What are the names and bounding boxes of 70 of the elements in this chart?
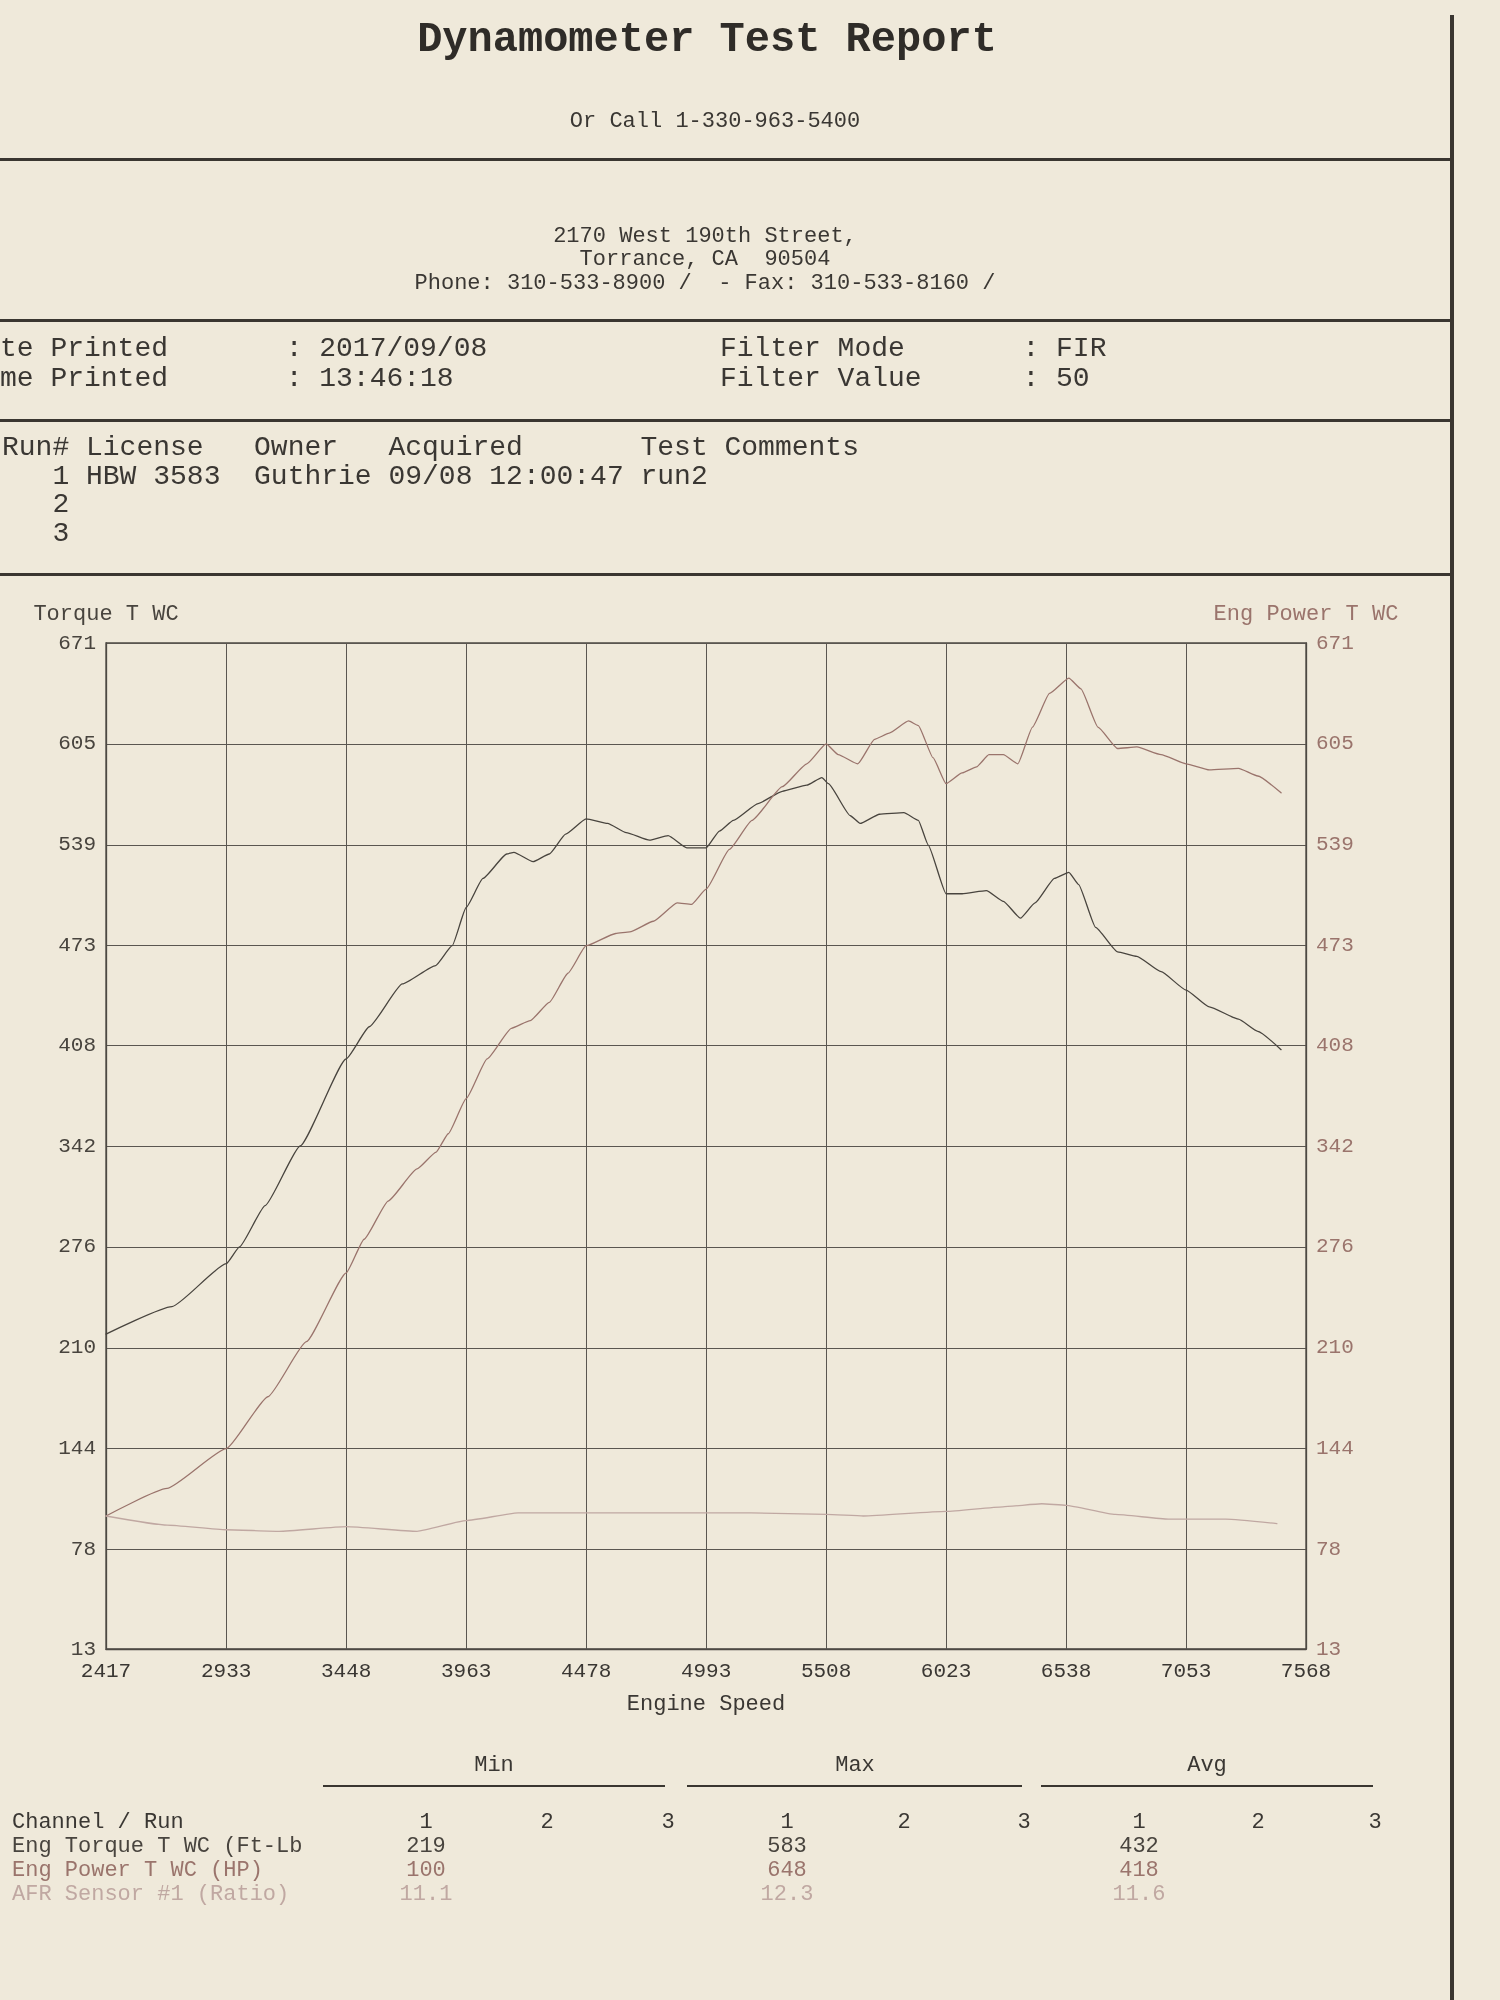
x-tick-label: 7568 xyxy=(1280,1660,1332,1683)
y-tick-label: 408 xyxy=(58,1033,96,1057)
text: 3 xyxy=(1017,1809,1031,1836)
line-series xyxy=(105,677,1282,1517)
chart-subtitle: Or Call 1-330-963-5400 xyxy=(569,108,861,135)
text: Eng Power T WC (HP) xyxy=(12,1857,263,1884)
y2-tick-label: 13 xyxy=(1316,1637,1342,1661)
text: 2 xyxy=(540,1809,554,1836)
y2-tick-label: 539 xyxy=(1316,833,1354,857)
y-axis-title: Torque T WC xyxy=(33,601,179,627)
text: 432 xyxy=(1119,1833,1159,1860)
y2-axis-title: Eng Power T WC xyxy=(1213,601,1399,627)
x-tick-label: 6538 xyxy=(1040,1660,1092,1683)
text: Eng Torque T WC (Ft-Lb xyxy=(12,1833,303,1860)
y-tick-label: 539 xyxy=(58,833,96,857)
y2-tick-label: 473 xyxy=(1316,934,1354,958)
text: 11.1 xyxy=(399,1881,453,1908)
text: 3 xyxy=(661,1809,675,1836)
x-tick-label: 2933 xyxy=(201,1660,252,1683)
x-tick-label: 4993 xyxy=(680,1660,732,1683)
text: 1 xyxy=(1132,1809,1146,1836)
text: 648 xyxy=(767,1857,807,1884)
y-tick-label: 13 xyxy=(70,1637,96,1661)
y2-tick-label: 78 xyxy=(1316,1538,1342,1562)
text: 1 xyxy=(419,1809,433,1836)
text: Phone: 310-533-8900 / - Fax: 310-533-8160 / xyxy=(414,270,996,297)
text: 3 xyxy=(1368,1809,1382,1836)
y-tick-label: 671 xyxy=(58,631,96,655)
y-tick-label: 276 xyxy=(58,1235,96,1259)
y2-tick-label: 671 xyxy=(1316,631,1354,655)
y2-tick-label: 210 xyxy=(1316,1336,1354,1360)
y2-tick-label: 408 xyxy=(1316,1033,1354,1057)
text: 2 xyxy=(897,1809,911,1836)
x-tick-label: 6023 xyxy=(920,1660,972,1683)
text: 1 xyxy=(780,1809,794,1836)
text: Filter Mode : FIR xyxy=(720,332,1107,365)
text: te Printed : 2017/09/08 xyxy=(0,332,488,365)
text: 583 xyxy=(767,1833,807,1860)
text: Max xyxy=(835,1752,875,1779)
y-tick-label: 144 xyxy=(58,1437,96,1461)
x-axis-title: Engine Speed xyxy=(626,1691,786,1717)
y2-tick-label: 342 xyxy=(1316,1134,1354,1158)
x-tick-label: 5508 xyxy=(800,1660,852,1683)
y2-tick-label: 605 xyxy=(1316,732,1354,756)
x-tick-label: 3448 xyxy=(320,1660,372,1683)
text: Avg xyxy=(1187,1752,1227,1779)
y-tick-label: 473 xyxy=(58,934,96,958)
x-tick-label: 2417 xyxy=(80,1660,132,1683)
y-tick-label: 605 xyxy=(58,732,96,756)
y-tick-label: 210 xyxy=(58,1336,96,1360)
text: Channel / Run xyxy=(12,1809,184,1836)
text: AFR Sensor #1 (Ratio) xyxy=(12,1881,290,1908)
y-tick-label: 342 xyxy=(58,1134,96,1158)
line-series xyxy=(105,1503,1278,1532)
text: 100 xyxy=(406,1857,446,1884)
y2-tick-label: 144 xyxy=(1316,1437,1354,1461)
text: Filter Value : 50 xyxy=(720,362,1090,395)
text: 219 xyxy=(406,1833,446,1860)
text: 2 xyxy=(1251,1809,1265,1836)
text: Min xyxy=(474,1752,514,1779)
y2-tick-label: 276 xyxy=(1316,1235,1354,1259)
x-tick-label: 3963 xyxy=(440,1660,492,1683)
text: me Printed : 13:46:18 xyxy=(0,362,454,395)
x-tick-label: 7053 xyxy=(1160,1660,1212,1683)
text: 12.3 xyxy=(760,1881,814,1908)
text: 11.6 xyxy=(1112,1881,1166,1908)
x-tick-label: 4478 xyxy=(560,1660,612,1683)
text: 418 xyxy=(1119,1857,1159,1884)
y-tick-label: 78 xyxy=(70,1538,96,1562)
chart-title: Dynamometer Test Report xyxy=(417,15,997,64)
